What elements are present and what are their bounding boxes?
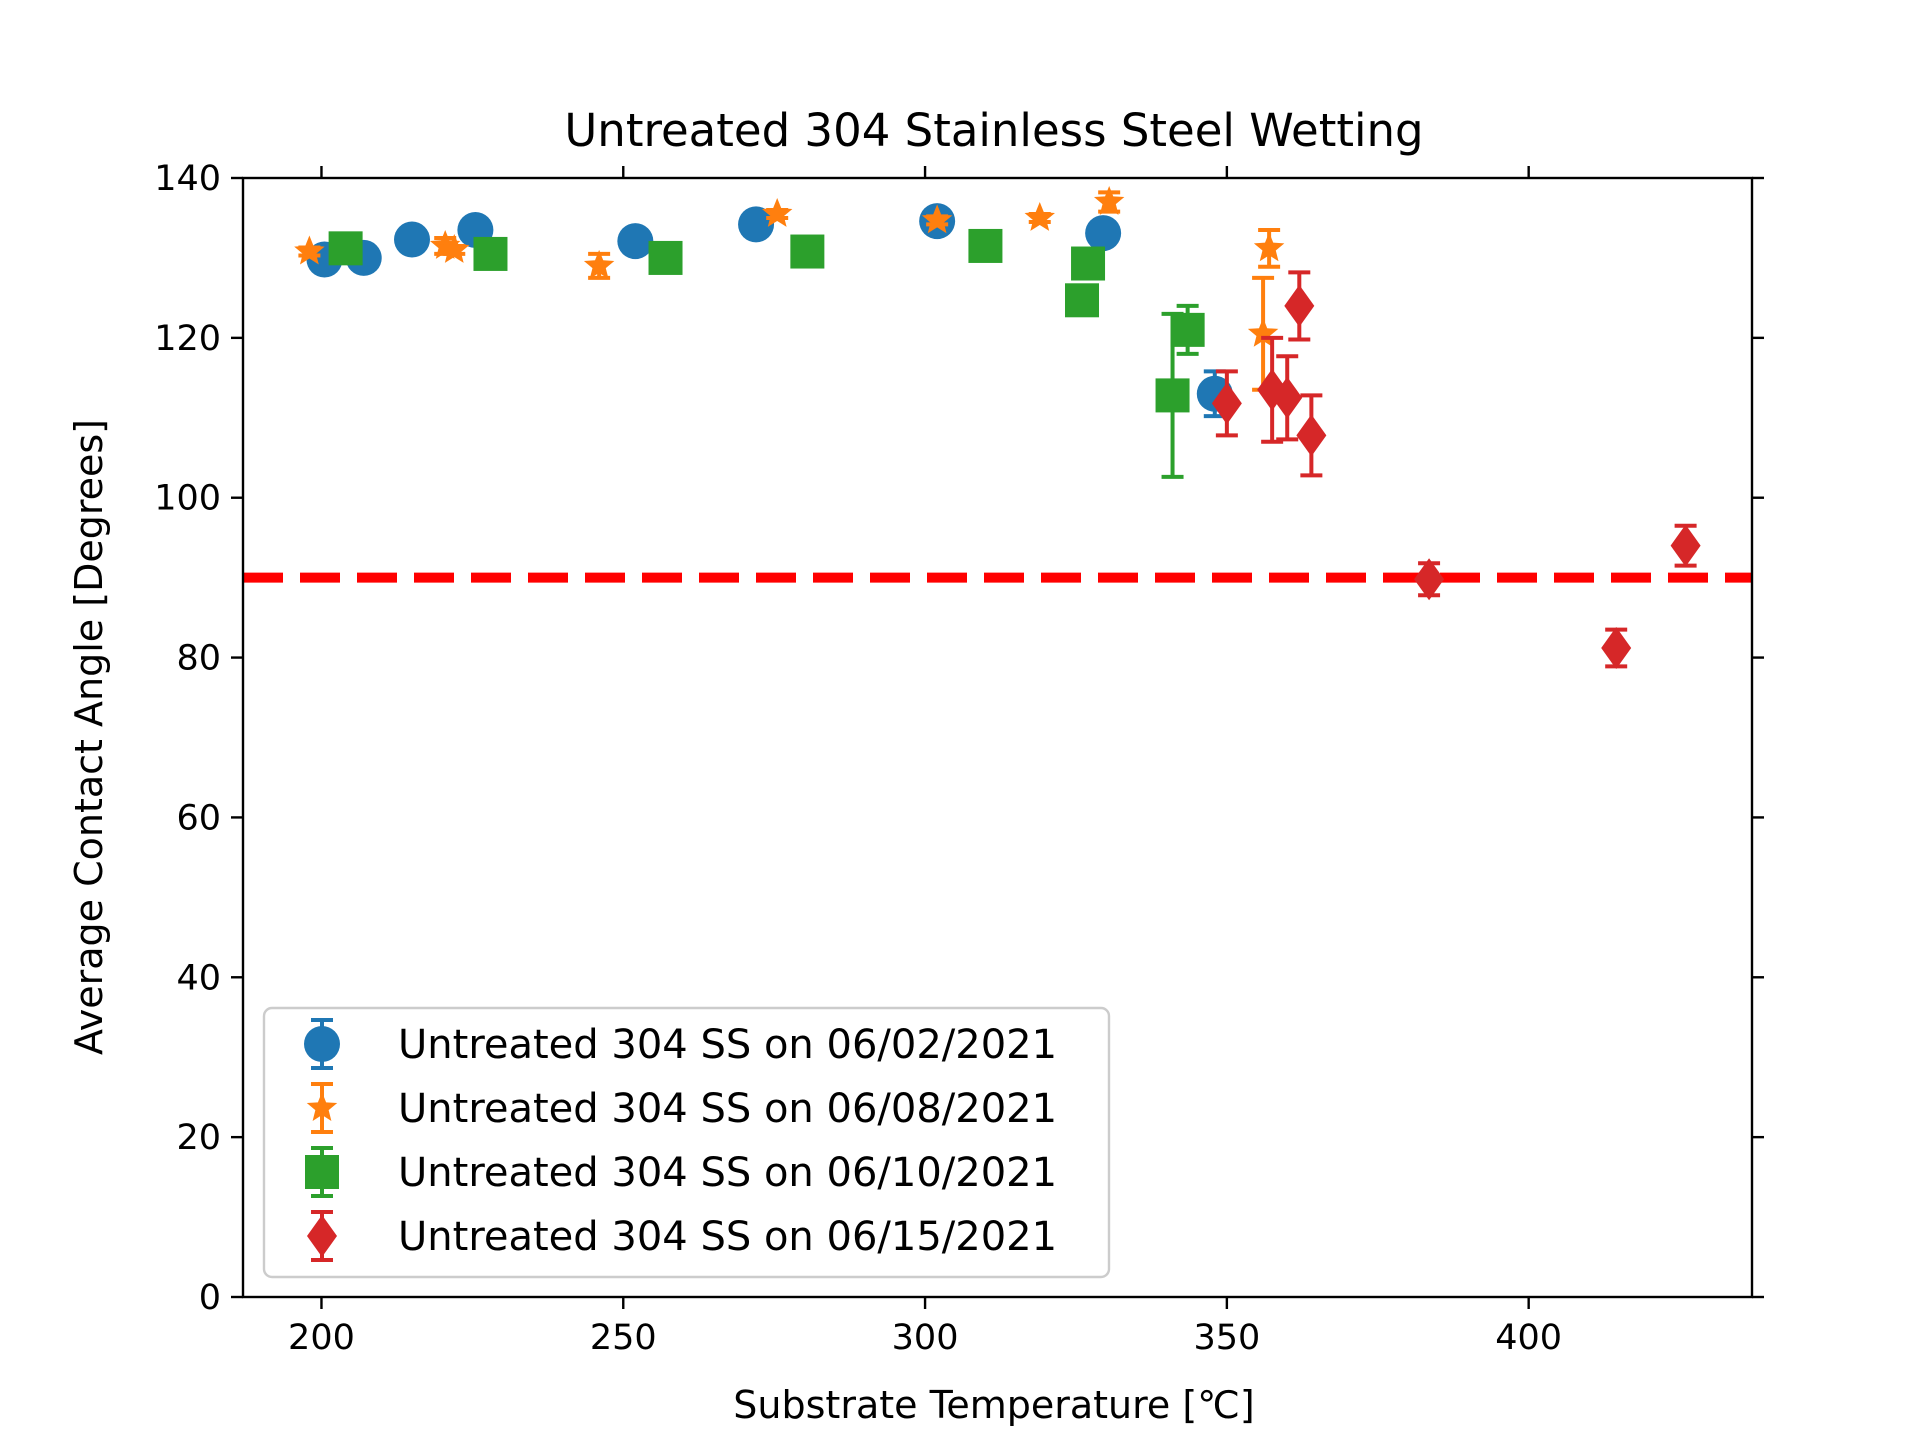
data-point-diamond <box>1601 626 1632 669</box>
data-point-circle <box>394 221 431 258</box>
y-tick-label: 60 <box>176 798 221 838</box>
data-point-star <box>1024 201 1055 231</box>
data-point-star <box>583 249 615 279</box>
y-tick-label: 80 <box>176 639 221 679</box>
data-point-circle <box>1085 215 1122 252</box>
data-point-square <box>1071 246 1106 281</box>
data-point-square <box>328 231 363 266</box>
legend-label: Untreated 304 SS on 06/15/2021 <box>398 1214 1057 1260</box>
series-1 <box>306 203 1233 419</box>
x-tick-label: 400 <box>1495 1318 1562 1358</box>
x-tick-label: 200 <box>288 1318 355 1358</box>
data-point-star <box>1253 232 1285 262</box>
y-tick-label: 0 <box>199 1278 221 1318</box>
data-point-square <box>648 240 683 275</box>
data-point-square <box>1065 283 1100 318</box>
y-tick-label: 100 <box>154 479 221 519</box>
legend-label: Untreated 304 SS on 06/02/2021 <box>398 1022 1057 1068</box>
data-point-star <box>294 235 325 265</box>
data-point-star <box>1247 317 1279 347</box>
data-point-star <box>761 197 793 227</box>
legend-marker-diamond <box>307 1215 337 1257</box>
data-point-circle <box>617 223 654 260</box>
series-2 <box>294 185 1285 392</box>
y-tick-label: 140 <box>154 159 221 199</box>
data-point-diamond <box>1284 284 1315 327</box>
chart-title: Untreated 304 Stainless Steel Wetting <box>564 104 1423 157</box>
y-tick-label: 120 <box>154 319 221 359</box>
x-tick-label: 350 <box>1193 1318 1260 1358</box>
series-3 <box>328 228 1205 479</box>
data-point-diamond <box>1670 524 1701 567</box>
plot-area <box>243 185 1752 669</box>
y-axis-title: Average Contact Angle [Degrees] <box>67 419 111 1055</box>
data-point-diamond <box>1296 414 1327 457</box>
data-point-circle <box>738 206 775 243</box>
legend-label: Untreated 304 SS on 06/10/2021 <box>398 1150 1057 1196</box>
data-point-square <box>968 228 1003 263</box>
legend-label: Untreated 304 SS on 06/08/2021 <box>398 1086 1057 1132</box>
x-tick-label: 250 <box>590 1318 657 1358</box>
plot-frame <box>241 176 1754 1299</box>
data-point-square <box>1155 378 1190 413</box>
axis-ticks: 200 250 300 350 400 0 20 40 60 80 100 120 140 <box>154 159 1764 1358</box>
data-point-star <box>921 204 953 234</box>
y-tick-label: 20 <box>176 1118 221 1158</box>
x-tick-label: 300 <box>892 1318 959 1358</box>
data-point-star <box>439 233 470 263</box>
legend-marker-square <box>305 1155 339 1189</box>
data-point-square <box>1170 312 1205 347</box>
series-4 <box>1211 270 1701 669</box>
y-tick-label: 40 <box>176 958 221 998</box>
legend: Untreated 304 SS on 06/02/2021 Untreated … <box>262 1006 1111 1279</box>
data-point-star <box>1093 185 1125 215</box>
data-point-diamond <box>1272 376 1303 419</box>
x-axis-title: Substrate Temperature [℃] <box>733 1383 1254 1427</box>
data-point-diamond <box>1211 382 1242 425</box>
data-point-square <box>473 236 508 271</box>
data-point-square <box>790 234 825 269</box>
legend-marker-circle <box>304 1026 340 1062</box>
legend-box <box>262 1006 1111 1279</box>
data-point-diamond <box>1414 558 1445 601</box>
legend-marker-star <box>306 1092 338 1121</box>
